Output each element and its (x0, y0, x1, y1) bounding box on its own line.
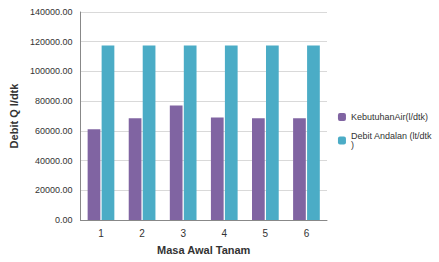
svg-text:Masa Awal Tanam: Masa Awal Tanam (157, 244, 251, 256)
svg-text:Debit Q l/dtk: Debit Q l/dtk (8, 83, 20, 149)
svg-text:80000.00: 80000.00 (35, 96, 73, 106)
svg-text:3: 3 (180, 228, 186, 239)
svg-text:KebutuhanAir(l/dtk): KebutuhanAir(l/dtk) (351, 112, 428, 122)
svg-text:Debit Andalan (lt/dtk: Debit Andalan (lt/dtk (351, 131, 432, 141)
svg-text:40000.00: 40000.00 (35, 156, 73, 166)
svg-text:): ) (351, 140, 354, 150)
svg-text:20000.00: 20000.00 (35, 185, 73, 195)
svg-text:4: 4 (221, 228, 227, 239)
svg-text:5: 5 (263, 228, 269, 239)
svg-text:140000.00: 140000.00 (30, 7, 73, 17)
svg-text:2: 2 (139, 228, 145, 239)
svg-text:120000.00: 120000.00 (30, 37, 73, 47)
svg-text:6: 6 (304, 228, 310, 239)
svg-text:100000.00: 100000.00 (30, 66, 73, 76)
svg-text:60000.00: 60000.00 (35, 126, 73, 136)
svg-text:0.00: 0.00 (55, 215, 73, 225)
svg-text:1: 1 (98, 228, 104, 239)
